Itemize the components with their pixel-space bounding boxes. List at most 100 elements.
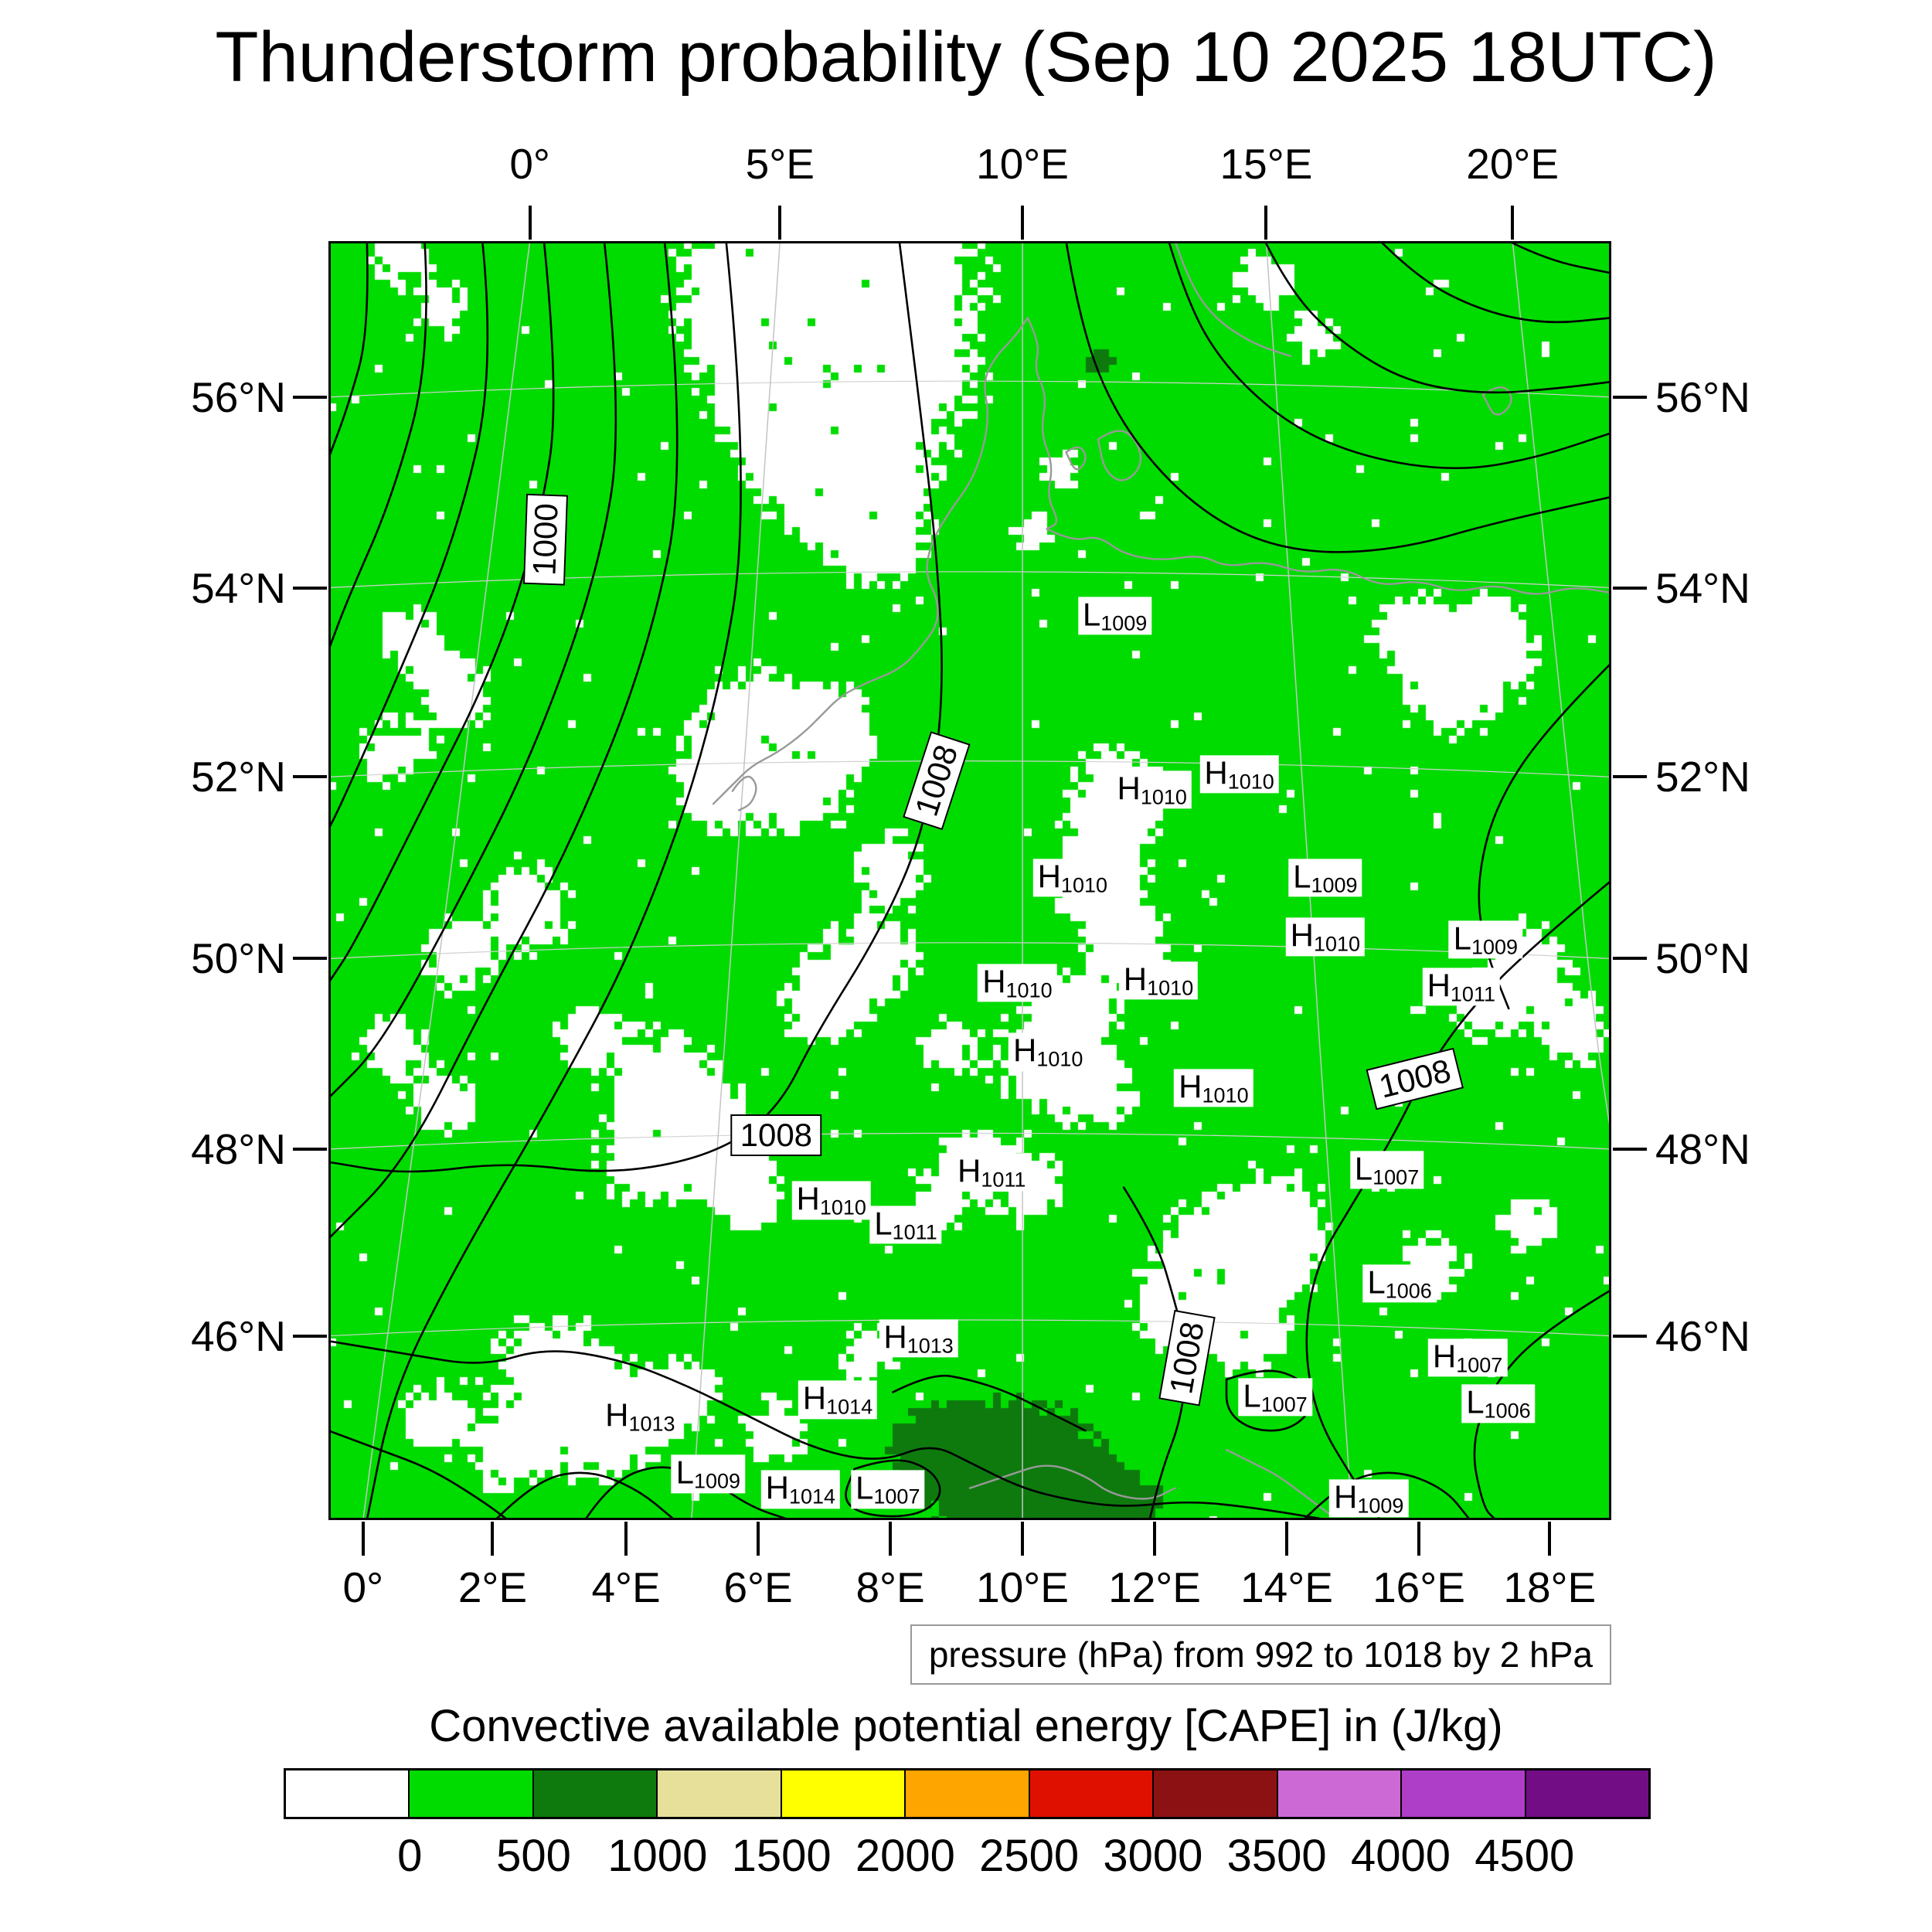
axis-label-left: 46°N [191, 1311, 286, 1360]
isobar-contour [328, 241, 617, 1100]
axis-tick-bottom [757, 1522, 760, 1556]
pressure-center-h-1014: H1014 [760, 1470, 841, 1509]
axis-label-left: 48°N [191, 1125, 286, 1174]
pressure-center-value: 1010 [1313, 932, 1361, 956]
isobar-label-1008: 1008 [730, 1114, 822, 1156]
axis-tick-right [1613, 395, 1647, 399]
axis-label-right: 46°N [1655, 1311, 1750, 1360]
pressure-center-letter: H [1427, 967, 1451, 1004]
pressure-center-h-1010: H1010 [1118, 960, 1199, 1000]
pressure-center-value: 1011 [892, 1219, 937, 1243]
axis-tick-bottom [361, 1522, 365, 1556]
axis-label-bottom: 0° [342, 1563, 384, 1611]
pressure-center-l-1006: L1006 [1461, 1384, 1536, 1423]
axis-label-right: 48°N [1655, 1125, 1750, 1174]
graticule-meridian [362, 241, 531, 1520]
pressure-center-letter: L [1243, 1377, 1261, 1414]
map-overlay-svg [328, 241, 1611, 1520]
pressure-center-letter: H [802, 1379, 827, 1417]
pressure-center-letter: H [883, 1318, 907, 1355]
pressure-center-letter: H [796, 1180, 820, 1217]
axis-label-bottom: 12°E [1108, 1563, 1201, 1611]
graticule-parallel [328, 760, 1611, 777]
pressure-center-l-1009: L1009 [1448, 920, 1523, 959]
graticule-parallel [328, 1132, 1611, 1150]
pressure-center-letter: H [1037, 858, 1061, 895]
axis-label-top: 15°E [1219, 140, 1313, 188]
axis-tick-right [1613, 957, 1647, 961]
pressure-center-value: 1006 [1484, 1399, 1531, 1423]
pressure-center-letter: H [1290, 917, 1314, 954]
pressure-center-h-1010: H1010 [791, 1180, 871, 1219]
axis-label-left: 50°N [191, 934, 286, 983]
pressure-center-value: 1009 [1357, 1494, 1404, 1518]
pressure-center-value: 1006 [1385, 1279, 1432, 1303]
axis-label-right: 50°N [1655, 934, 1750, 983]
colorbar-cell-2 [533, 1770, 658, 1817]
pressure-center-h-1010: H1010 [1112, 770, 1192, 809]
pressure-center-value: 1009 [1311, 873, 1358, 897]
pressure-center-letter: H [1123, 960, 1148, 997]
pressure-contour-note: pressure (hPa) from 992 to 1018 by 2 hPa [910, 1624, 1611, 1685]
cape-shading-raster [328, 241, 1611, 1520]
pressure-center-value: 1010 [819, 1196, 866, 1219]
pressure-center-h-1010: H1010 [978, 964, 1057, 1002]
axis-tick-bottom [1417, 1522, 1420, 1556]
map-border [328, 241, 1611, 1520]
colorbar-tick-label: 0 [397, 1831, 423, 1881]
pressure-center-h-1007: H1007 [1427, 1338, 1508, 1377]
isobar-contour [1225, 1369, 1313, 1432]
axis-label-top: 20°E [1466, 140, 1560, 188]
colorbar-cell-6 [1029, 1770, 1155, 1817]
isobar-label-1000: 1000 [522, 492, 568, 586]
pressure-center-value: 1009 [1471, 934, 1519, 958]
axis-label-right: 52°N [1655, 753, 1750, 801]
axis-label-top: 5°E [745, 140, 815, 188]
pressure-center-letter: L [1293, 858, 1311, 895]
pressure-center-value: 1010 [1005, 978, 1053, 1002]
coastline [731, 775, 757, 811]
axis-tick-bottom [1021, 1522, 1025, 1556]
colorbar-cell-3 [658, 1770, 782, 1817]
pressure-center-value: 1007 [1372, 1165, 1420, 1189]
isobar-label-1008: 1008 [903, 731, 971, 831]
graticule-parallel [328, 380, 1611, 398]
pressure-center-letter: L [675, 1454, 694, 1491]
axis-tick-right [1613, 775, 1647, 779]
colorbar-cell-7 [1154, 1770, 1278, 1817]
pressure-center-letter: H [1179, 1067, 1202, 1104]
pressure-center-h-1010: H1010 [1032, 858, 1113, 897]
pressure-center-h-1013: H1013 [879, 1318, 958, 1358]
axis-tick-right [1613, 1148, 1647, 1151]
pressure-center-value: 1013 [628, 1412, 675, 1436]
pressure-center-value: 1014 [826, 1395, 873, 1419]
pressure-center-value: 1007 [873, 1485, 920, 1509]
pressure-center-l-1009: L1009 [1288, 859, 1362, 897]
pressure-center-l-1007: L1007 [1349, 1150, 1424, 1189]
axis-label-bottom: 10°E [976, 1563, 1069, 1611]
pressure-center-value: 1010 [1227, 770, 1274, 794]
axis-label-left: 54°N [191, 563, 286, 612]
pressure-center-value: 1007 [1456, 1353, 1503, 1377]
axis-label-left: 52°N [191, 753, 286, 801]
axis-label-right: 54°N [1655, 563, 1750, 612]
isobar-contour [845, 1459, 941, 1518]
isobar-contour [1065, 241, 1611, 553]
colorbar-tick-label: 500 [496, 1831, 571, 1881]
axis-tick-bottom [491, 1522, 495, 1556]
axis-tick-right [1613, 586, 1647, 590]
graticule-parallel [328, 1319, 1611, 1337]
axis-label-top: 10°E [976, 140, 1069, 188]
axis-tick-left [293, 1148, 327, 1151]
colorbar-tick-label: 2500 [979, 1831, 1080, 1881]
axis-tick-top [1511, 206, 1515, 240]
axis-tick-bottom [1285, 1522, 1289, 1556]
pressure-center-l-1007: L1007 [1238, 1377, 1312, 1417]
pressure-center-letter: H [1117, 770, 1141, 807]
coastline [968, 1464, 1176, 1500]
isobar-contour [1379, 241, 1611, 324]
axis-label-right: 56°N [1655, 372, 1750, 421]
isobar-contour [1264, 241, 1611, 394]
axis-tick-left [293, 957, 327, 961]
